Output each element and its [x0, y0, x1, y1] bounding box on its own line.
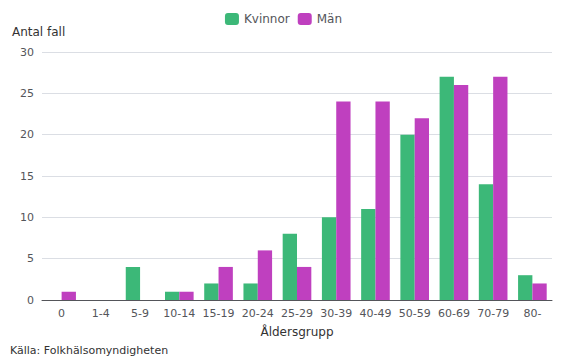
svg-text:0: 0 [58, 307, 65, 320]
svg-text:Åldersgrupp: Åldersgrupp [260, 324, 333, 339]
svg-text:20-24: 20-24 [242, 307, 274, 320]
svg-text:5-9: 5-9 [131, 307, 149, 320]
svg-text:Män: Män [317, 12, 342, 26]
svg-text:25: 25 [20, 87, 34, 100]
svg-text:60-69: 60-69 [438, 307, 470, 320]
svg-text:30: 30 [20, 46, 34, 59]
svg-text:70-79: 70-79 [477, 307, 509, 320]
svg-text:20: 20 [20, 128, 34, 141]
svg-text:30-39: 30-39 [320, 307, 352, 320]
svg-text:1-4: 1-4 [92, 307, 110, 320]
svg-text:Antal fall: Antal fall [12, 25, 65, 39]
svg-text:15: 15 [20, 170, 34, 183]
svg-text:10: 10 [20, 211, 34, 224]
svg-text:10-14: 10-14 [163, 307, 195, 320]
svg-text:50-59: 50-59 [399, 307, 431, 320]
svg-text:Kvinnor: Kvinnor [244, 12, 290, 26]
svg-text:80-: 80- [523, 307, 541, 320]
svg-text:0: 0 [27, 294, 34, 307]
svg-text:5: 5 [27, 252, 34, 265]
svg-text:15-19: 15-19 [203, 307, 235, 320]
svg-text:25-29: 25-29 [281, 307, 313, 320]
svg-text:40-49: 40-49 [359, 307, 391, 320]
svg-text:Källa: Folkhälsomyndigheten: Källa: Folkhälsomyndigheten [10, 344, 168, 357]
